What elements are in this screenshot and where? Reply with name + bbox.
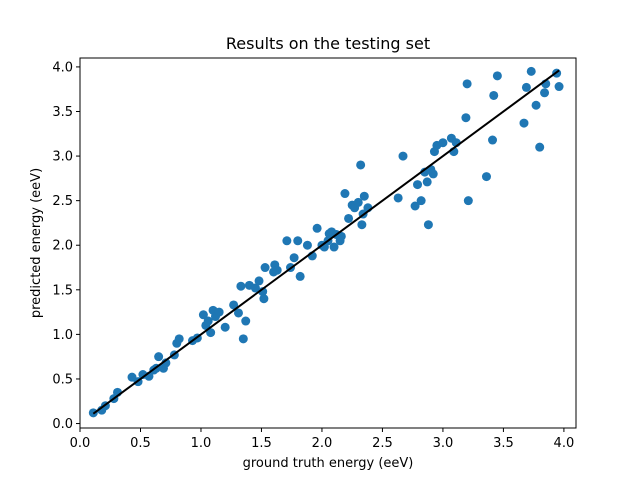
scatter-point [233,308,243,318]
x-tick-label: 3.0 [433,436,454,451]
scatter-point [359,191,369,201]
scatter-point [198,310,208,320]
reference-line [92,69,560,415]
scatter-point [329,242,339,252]
scatter-point [293,236,303,246]
scatter-point [229,300,239,310]
y-tick-label: 2.0 [52,239,73,254]
scatter-point [206,328,216,338]
x-tick-label: 1.0 [191,436,212,451]
y-tick-label: 2.5 [52,194,73,209]
scatter-point [260,263,270,273]
x-axis-label: ground truth energy (eeV) [243,456,414,471]
x-axis: 0.0 0.5 1.0 1.5 2.0 2.5 3.0 3.5 4.0 [70,428,575,451]
scatter-point [250,283,260,293]
x-tick-label: 2.5 [372,436,393,451]
y-tick-label: 1.0 [52,328,73,343]
scatter-point [154,352,164,362]
scatter-point [353,197,363,207]
y-tick-label: 4.0 [52,60,73,75]
scatter-point [519,118,529,128]
scatter-point [416,196,426,206]
x-tick-label: 0.0 [70,436,91,451]
scatter-point [174,334,184,344]
scatter-point [289,253,299,263]
scatter-point [423,220,433,230]
scatter-point [438,138,448,148]
y-axis: 0.0 0.5 1.0 1.5 2.0 2.5 3.0 3.5 4.0 [52,60,80,432]
scatter-point [535,142,545,152]
scatter-point [220,322,230,332]
scatter-point [282,236,292,246]
scatter-point [214,307,224,317]
x-tick-label: 2.0 [312,436,333,451]
scatter-point [489,90,499,100]
scatter-point [554,82,564,92]
scatter-point [531,100,541,110]
y-tick-label: 3.0 [52,150,73,165]
scatter-point [462,79,472,89]
scatter-point [241,316,251,326]
scatter-point [398,151,408,161]
scatter-point [393,193,403,203]
scatter-point [272,265,282,275]
scatter-point [295,271,305,281]
x-tick-label: 3.5 [493,436,514,451]
scatter-point [238,334,248,344]
y-tick-label: 0.5 [52,372,73,387]
chart-title: Results on the testing set [226,34,430,53]
scatter-point [463,196,473,206]
scatter-point [488,135,498,145]
scatter-point [259,294,269,304]
scatter-point [526,66,536,76]
scatter-point [312,223,322,233]
scatter-point [254,276,264,286]
scatter-point [236,281,246,291]
scatter-point [540,88,550,98]
y-tick-label: 1.5 [52,283,73,298]
scatter-point [413,180,423,190]
scatter-point [422,177,432,187]
scatter-point [461,113,471,123]
y-tick-label: 0.0 [52,417,73,432]
plot-frame [79,57,577,429]
x-tick-label: 4.0 [554,436,575,451]
scatter-point [481,172,491,182]
scatter-point [428,169,438,179]
y-axis-label: predicted energy (eeV) [29,168,44,318]
scatter-point [203,316,213,326]
scatter-point [357,220,367,230]
x-tick-label: 1.5 [251,436,272,451]
scatter-point [521,82,531,92]
y-tick-label: 3.5 [52,105,73,120]
scatter-point [492,71,502,81]
scatter-point [344,213,354,223]
plot-area [88,66,564,418]
x-tick-label: 0.5 [130,436,151,451]
scatter-point [340,189,350,199]
scatter-point [336,231,346,241]
scatter-point [302,240,312,250]
scatter-point [356,160,366,170]
scatter-point [410,201,420,211]
